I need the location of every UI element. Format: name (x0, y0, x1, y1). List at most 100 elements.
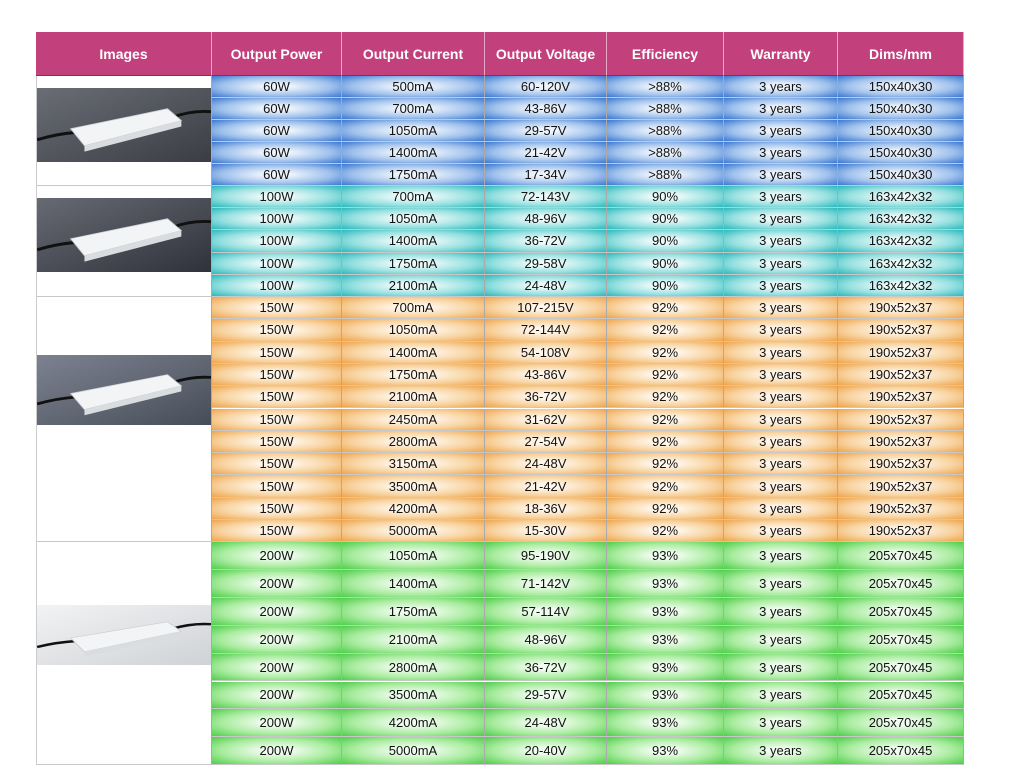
table-cell: 24-48V (485, 709, 607, 738)
table-cell: 92% (607, 319, 724, 342)
table-cell: 3 years (724, 252, 838, 275)
header-cell: Output Voltage (485, 32, 607, 76)
table-cell: 700mA (342, 297, 485, 320)
table-cell: 2100mA (342, 274, 485, 297)
table-cell: 3500mA (342, 681, 485, 710)
table-cell: 72-143V (485, 186, 607, 209)
table-cell: 150x40x30 (838, 76, 964, 98)
table-cell: 43-86V (485, 363, 607, 387)
table-cell: 1750mA (342, 252, 485, 275)
table-cell: 93% (607, 625, 724, 654)
table-cell: 100W (212, 252, 342, 275)
table-cell: 4200mA (342, 497, 485, 520)
table-cell: 200W (212, 709, 342, 738)
table-cell: 3 years (724, 319, 838, 342)
table-cell: 3 years (724, 475, 838, 498)
table-cell: 150W (212, 341, 342, 364)
table-cell: 700mA (342, 98, 485, 120)
table-cell: 93% (607, 737, 724, 766)
table-cell: 93% (607, 569, 724, 598)
table-cell: 200W (212, 681, 342, 710)
table-cell: 150W (212, 319, 342, 342)
table-cell: 92% (607, 363, 724, 387)
table-cell: 205x70x45 (838, 625, 964, 654)
table-cell: 21-42V (485, 142, 607, 164)
table-cell: 3 years (724, 386, 838, 409)
table-cell: 150W (212, 520, 342, 543)
table-cell: 3 years (724, 520, 838, 543)
table-cell: 1050mA (342, 319, 485, 342)
table-cell: 500mA (342, 76, 485, 98)
table-cell: 190x52x37 (838, 497, 964, 520)
table-cell: 48-96V (485, 208, 607, 231)
table-cell: 60W (212, 142, 342, 164)
table-cell: 72-144V (485, 319, 607, 342)
table-cell: 163x42x32 (838, 186, 964, 209)
table-cell: 190x52x37 (838, 363, 964, 387)
table-cell: 90% (607, 186, 724, 209)
table-cell: 200W (212, 569, 342, 598)
product-photo (37, 605, 211, 665)
table-cell: 163x42x32 (838, 230, 964, 253)
header-cell: Dims/mm (838, 32, 964, 76)
table-cell: 90% (607, 230, 724, 253)
table-cell: 190x52x37 (838, 319, 964, 342)
table-cell: 150W (212, 430, 342, 454)
table-cell: 205x70x45 (838, 709, 964, 738)
table-cell: 100W (212, 186, 342, 209)
table-cell: 3 years (724, 274, 838, 297)
table-cell: 1750mA (342, 363, 485, 387)
product-photo (37, 355, 211, 425)
table-cell: 29-58V (485, 252, 607, 275)
table-cell: 24-48V (485, 274, 607, 297)
table-cell: 36-72V (485, 386, 607, 409)
table-cell: >88% (607, 98, 724, 120)
table-cell: 1750mA (342, 597, 485, 626)
table-cell: 205x70x45 (838, 653, 964, 682)
table-cell: 3 years (724, 142, 838, 164)
header-cell: Images (36, 32, 212, 76)
table-cell: 92% (607, 341, 724, 364)
table-cell: 3 years (724, 363, 838, 387)
table-cell: 3 years (724, 186, 838, 209)
table-cell: 3 years (724, 76, 838, 98)
table-cell: 1400mA (342, 230, 485, 253)
table-cell: 150W (212, 453, 342, 476)
table-cell: 92% (607, 453, 724, 476)
table-cell: 205x70x45 (838, 681, 964, 710)
table-cell: 3 years (724, 430, 838, 454)
table-cell: 95-190V (485, 542, 607, 570)
header-cell: Warranty (724, 32, 838, 76)
table-cell: 150W (212, 497, 342, 520)
table-cell: 190x52x37 (838, 341, 964, 364)
table-cell: 1050mA (342, 208, 485, 231)
table-cell: 17-34V (485, 164, 607, 186)
table-cell: 200W (212, 597, 342, 626)
table-cell: 3 years (724, 408, 838, 431)
table-cell: 100W (212, 208, 342, 231)
product-photo (37, 198, 211, 272)
table-cell: 92% (607, 497, 724, 520)
table-cell: 190x52x37 (838, 453, 964, 476)
table-cell: 92% (607, 408, 724, 431)
table-cell: >88% (607, 142, 724, 164)
table-cell: 205x70x45 (838, 737, 964, 766)
table-cell: 2450mA (342, 408, 485, 431)
table-cell: 29-57V (485, 120, 607, 142)
table-cell: 15-30V (485, 520, 607, 543)
table-cell: 92% (607, 475, 724, 498)
table-cell: 54-108V (485, 341, 607, 364)
table-cell: 150W (212, 408, 342, 431)
table-cell: 3 years (724, 625, 838, 654)
header-cell: Efficiency (607, 32, 724, 76)
table-cell: 100W (212, 274, 342, 297)
table-cell: 2800mA (342, 653, 485, 682)
table-cell: 3150mA (342, 453, 485, 476)
table-cell: 3 years (724, 230, 838, 253)
table-cell: 48-96V (485, 625, 607, 654)
table-cell: 200W (212, 542, 342, 570)
table-cell: 60W (212, 98, 342, 120)
header-cell: Output Current (342, 32, 485, 76)
table-cell: 5000mA (342, 737, 485, 766)
